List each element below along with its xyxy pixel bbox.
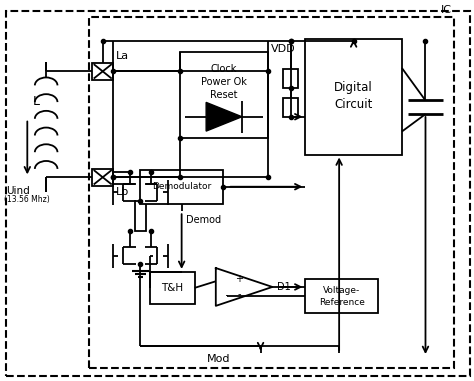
Text: Lb: Lb [116,187,128,197]
Text: D1: D1 [277,282,291,292]
Text: (13.56 Mhz): (13.56 Mhz) [4,195,49,205]
Bar [140,170,223,204]
Text: Power Ok: Power Ok [201,77,247,87]
Bar [283,98,298,117]
Bar [283,69,298,88]
Text: Circuit: Circuit [335,98,373,111]
Text: IC: IC [440,5,451,14]
Bar [150,272,195,304]
Text: Demodulator: Demodulator [152,182,211,191]
Polygon shape [206,102,242,131]
Bar [305,279,378,314]
Text: Demod: Demod [186,215,221,225]
Text: -: - [237,290,241,299]
Text: Clock: Clock [211,64,237,74]
Text: Uind: Uind [6,186,30,195]
Text: Digital: Digital [334,81,373,94]
Bar [92,63,113,80]
Text: La: La [116,51,128,61]
Text: L: L [33,95,40,108]
Text: T&H: T&H [161,283,183,293]
Bar [89,16,454,368]
Bar [135,201,146,231]
Text: Reference: Reference [319,298,365,307]
Text: Reset: Reset [210,90,238,100]
Text: +: + [236,274,243,284]
Text: Voltage-: Voltage- [323,286,360,295]
Bar [305,39,402,155]
Text: VDD: VDD [272,44,296,54]
Bar [181,53,268,138]
Text: Mod: Mod [206,354,230,364]
Bar [92,169,113,186]
